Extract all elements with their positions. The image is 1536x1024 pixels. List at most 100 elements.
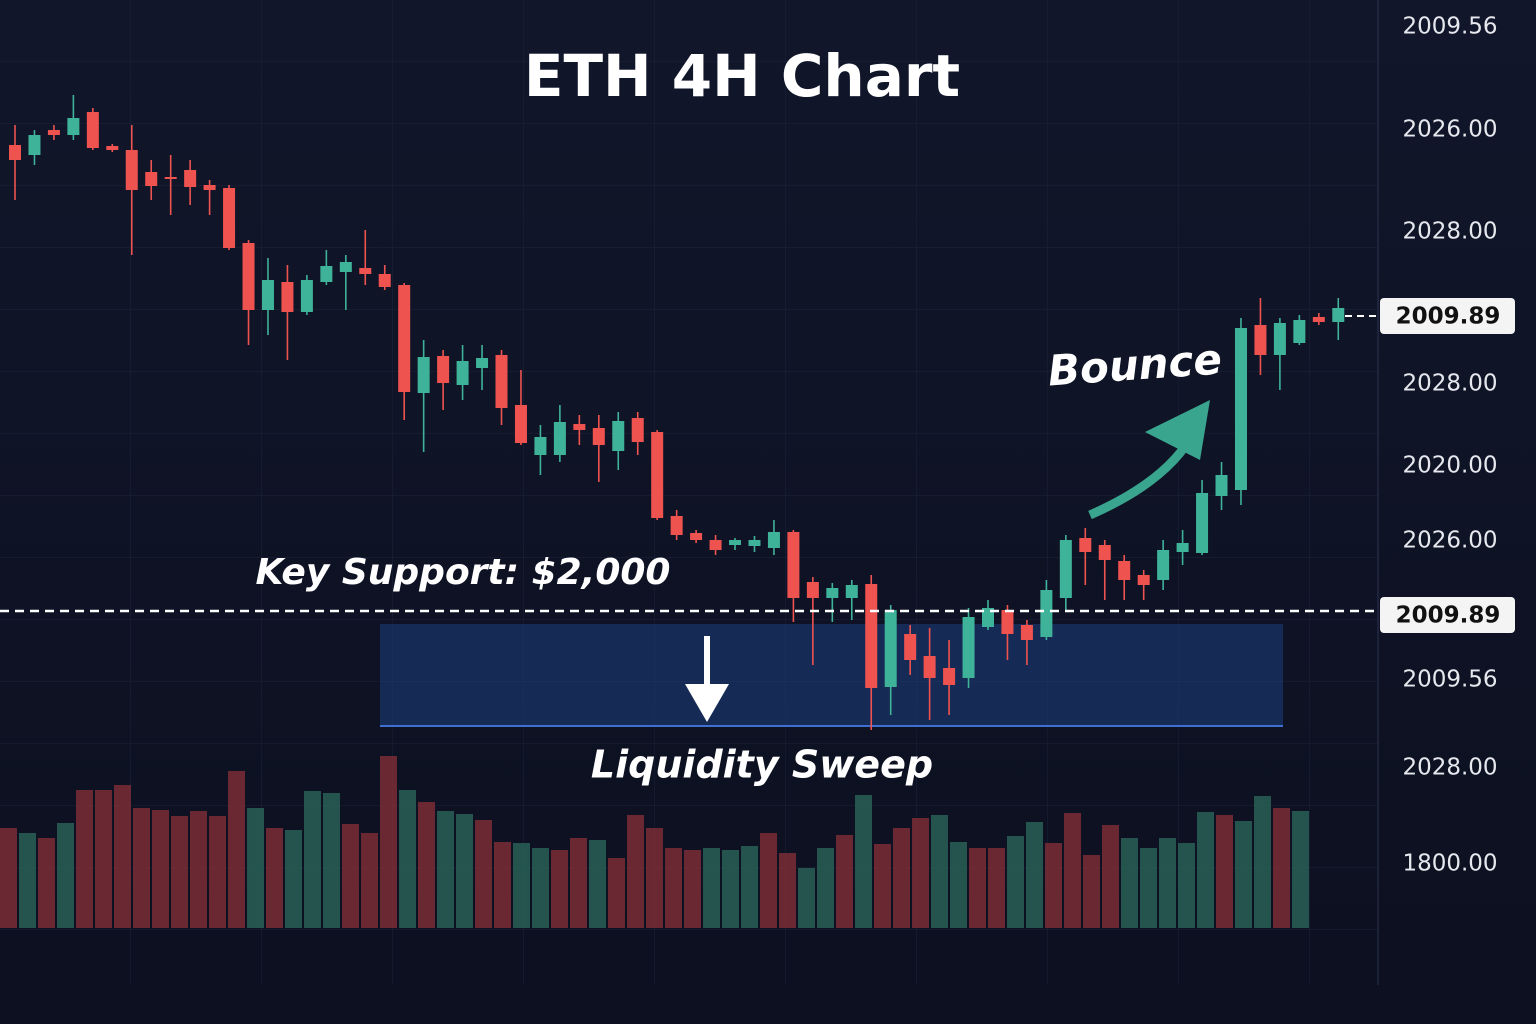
- volume-bar: [532, 848, 549, 928]
- axis-label: 2020.00: [1402, 453, 1497, 479]
- axis-label: 2026.00: [1402, 117, 1497, 143]
- volume-bar: [1121, 838, 1138, 928]
- candle-body: [884, 610, 897, 687]
- volume-bar: [323, 793, 340, 928]
- volume-bar: [456, 814, 473, 928]
- volume-bar: [1140, 848, 1157, 928]
- candle-body: [86, 112, 99, 148]
- volume-bar: [1197, 812, 1214, 928]
- price-badge: [1380, 597, 1515, 633]
- volume-bar: [722, 850, 739, 928]
- axis-label: 2009.56: [1402, 14, 1497, 40]
- volume-bar: [551, 850, 568, 928]
- volume-bar: [475, 820, 492, 928]
- price-badge-label: 2009.89: [1396, 304, 1501, 330]
- candle-body: [767, 532, 780, 548]
- candle-body: [612, 421, 625, 451]
- candle-body: [1332, 308, 1345, 322]
- volume-bar: [684, 850, 701, 928]
- volume-bar: [969, 848, 986, 928]
- volume-bar: [418, 802, 435, 928]
- bounce-label: Bounce: [1046, 334, 1223, 395]
- candle-body: [690, 533, 703, 540]
- candle-body: [203, 185, 216, 190]
- candle-body: [242, 243, 255, 310]
- candle-body: [904, 634, 917, 660]
- volume-bar: [779, 853, 796, 928]
- volume-bar: [76, 790, 93, 928]
- candle-body: [320, 266, 333, 282]
- volume-bar: [1083, 855, 1100, 928]
- volume-bar: [1254, 796, 1271, 928]
- volume-bar: [114, 785, 131, 928]
- volume-bar: [931, 815, 948, 928]
- candle-body: [651, 432, 664, 518]
- volume-bar: [1273, 808, 1290, 928]
- volume-bar: [285, 830, 302, 928]
- candle-body: [28, 135, 41, 155]
- candle-body: [184, 170, 197, 187]
- volume-bar: [494, 842, 511, 928]
- candle-body: [1098, 545, 1111, 560]
- plot: [0, 95, 1378, 928]
- candle-body: [1040, 590, 1053, 637]
- volume-bar: [589, 840, 606, 928]
- volume-bar: [1064, 813, 1081, 928]
- volume-bar: [152, 810, 169, 928]
- price-badge: [1380, 298, 1515, 334]
- candle-body: [534, 437, 547, 455]
- volume-bar: [304, 791, 321, 928]
- candle-body: [1118, 561, 1131, 580]
- candle-body: [1215, 475, 1228, 496]
- candle-body: [1312, 317, 1325, 322]
- candle-body: [670, 516, 683, 535]
- volume-bar: [627, 815, 644, 928]
- candle-body: [514, 405, 527, 443]
- candle-body: [729, 540, 742, 545]
- volume-bar: [209, 816, 226, 928]
- volume-bar: [836, 835, 853, 928]
- volume-bar: [893, 828, 910, 928]
- volume-bar: [741, 846, 758, 928]
- axis-label: 1800.00: [1402, 851, 1497, 877]
- volume-bar: [570, 838, 587, 928]
- volume-bar: [437, 811, 454, 928]
- candle-body: [826, 588, 839, 598]
- candle-body: [592, 428, 605, 445]
- candle-body: [456, 361, 469, 385]
- volume-bar: [399, 790, 416, 928]
- candle-body: [1001, 610, 1014, 634]
- volume-bar: [1292, 811, 1309, 928]
- volume-bar: [19, 833, 36, 928]
- candle-body: [145, 172, 158, 186]
- volume-bar: [1178, 843, 1195, 928]
- candle-body: [1020, 625, 1033, 640]
- candle-body: [573, 424, 586, 430]
- volume-bar: [855, 795, 872, 928]
- volume-bar: [1102, 825, 1119, 928]
- down-arrow-head: [685, 684, 729, 722]
- axis-label: 2028.00: [1402, 755, 1497, 781]
- candle-body: [709, 540, 722, 550]
- candle-body: [495, 355, 508, 408]
- volume-bar: [798, 868, 815, 928]
- candle-body: [261, 280, 274, 310]
- volume-bar: [228, 771, 245, 928]
- volume-bar: [665, 848, 682, 928]
- volume-bar: [703, 848, 720, 928]
- volume-bar: [57, 823, 74, 928]
- candle-body: [923, 656, 936, 678]
- volume-bar: [95, 790, 112, 928]
- candle-body: [553, 422, 566, 455]
- volume-bar: [1045, 843, 1062, 928]
- chart-title: ETH 4H Chart: [524, 42, 960, 110]
- zone-label: Liquidity Sweep: [591, 743, 933, 787]
- candle-body: [631, 418, 644, 442]
- candle-body: [47, 130, 60, 135]
- candle-body: [943, 668, 956, 685]
- volume-bar: [760, 833, 777, 928]
- volume-bar: [247, 808, 264, 928]
- candle-body: [865, 584, 878, 688]
- candle-body: [300, 280, 313, 312]
